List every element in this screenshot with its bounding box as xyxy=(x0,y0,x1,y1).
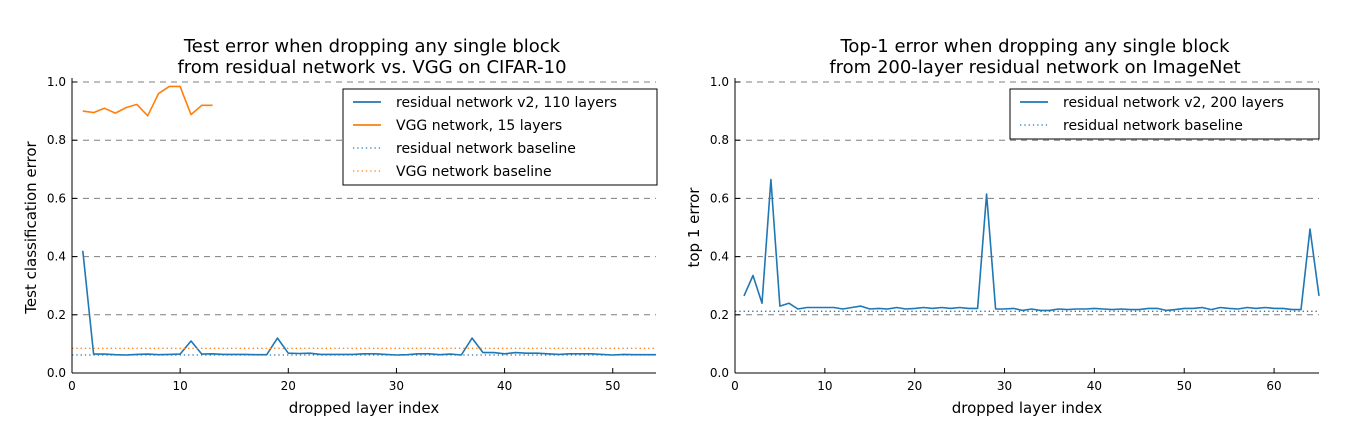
legend-label-1: residual network v2, 200 layers xyxy=(1063,95,1284,111)
legend-label-2: residual network baseline xyxy=(1063,118,1243,134)
legend-box xyxy=(342,88,658,186)
legend-box xyxy=(1009,88,1320,140)
chart-title: Top-1 error when dropping any single blo… xyxy=(839,36,1230,57)
y-tick-label: 0.4 xyxy=(710,250,729,264)
y-tick-label: 0.2 xyxy=(710,308,729,322)
y-tick-label: 0.8 xyxy=(47,133,66,147)
y-tick-label: 0.0 xyxy=(710,366,729,380)
y-tick-label: 0.2 xyxy=(47,308,66,322)
y-tick-label: 0.8 xyxy=(710,133,729,147)
chart-subtitle: from 200-layer residual network on Image… xyxy=(829,57,1240,78)
y-tick-label: 0.4 xyxy=(47,250,66,264)
legend: residual network v2, 110 layers VGG netwo… xyxy=(342,88,658,186)
x-tick-label: 20 xyxy=(281,379,296,393)
x-tick-label: 60 xyxy=(1266,379,1281,393)
x-tick-label: 40 xyxy=(1087,379,1102,393)
y-axis-label: top 1 error xyxy=(685,187,703,268)
legend-label-3: residual network baseline xyxy=(396,141,576,157)
y-tick-label: 0.0 xyxy=(47,366,66,380)
legend: residual network v2, 200 layers residual … xyxy=(1009,88,1320,140)
x-tick-label: 30 xyxy=(389,379,404,393)
legend-label-2: VGG network, 15 layers xyxy=(396,118,562,134)
chart-1: Test error when dropping any single bloc… xyxy=(22,36,658,417)
x-tick-label: 0 xyxy=(731,379,739,393)
x-axis-label: dropped layer index xyxy=(289,399,440,417)
y-tick-label: 0.6 xyxy=(710,191,729,205)
y-tick-label: 1.0 xyxy=(47,75,66,89)
y-tick-label: 0.6 xyxy=(47,191,66,205)
y-tick-label: 1.0 xyxy=(710,75,729,89)
legend-label-1: residual network v2, 110 layers xyxy=(396,95,617,111)
x-tick-label: 20 xyxy=(907,379,922,393)
series-line-1 xyxy=(82,250,656,356)
x-tick-label: 50 xyxy=(1177,379,1192,393)
x-tick-label: 50 xyxy=(605,379,620,393)
x-tick-label: 0 xyxy=(68,379,76,393)
chart-title: Test error when dropping any single bloc… xyxy=(183,36,561,57)
x-tick-label: 30 xyxy=(997,379,1012,393)
chart-subtitle: from residual network vs. VGG on CIFAR-1… xyxy=(177,57,566,78)
x-tick-label: 40 xyxy=(497,379,512,393)
x-tick-label: 10 xyxy=(817,379,832,393)
series-line-1 xyxy=(743,178,1320,312)
series-line-2 xyxy=(82,85,213,117)
x-axis-label: dropped layer index xyxy=(952,399,1103,417)
y-axis-label: Test classification error xyxy=(22,140,40,314)
x-tick-label: 10 xyxy=(173,379,188,393)
legend-label-4: VGG network baseline xyxy=(396,164,552,180)
chart-2: Top-1 error when dropping any single blo… xyxy=(685,36,1320,417)
